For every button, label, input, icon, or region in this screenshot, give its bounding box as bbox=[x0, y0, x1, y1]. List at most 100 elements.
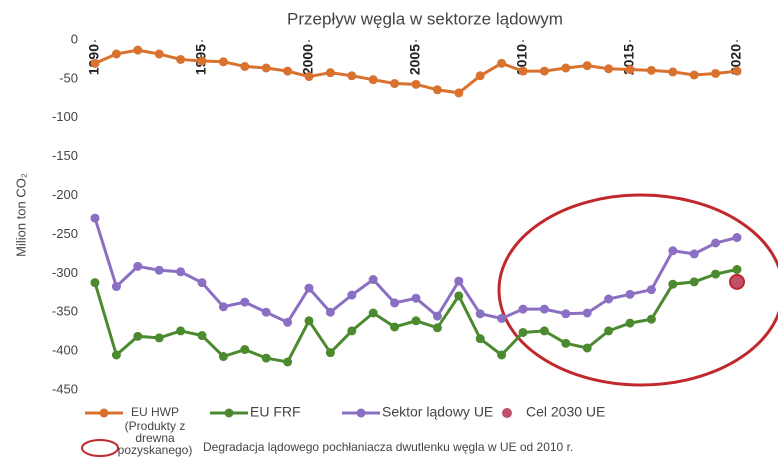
data-point bbox=[475, 309, 485, 319]
data-point bbox=[411, 293, 421, 303]
data-point bbox=[732, 233, 742, 243]
data-point bbox=[732, 264, 742, 274]
data-point bbox=[668, 246, 678, 256]
data-point bbox=[689, 70, 699, 80]
data-point bbox=[561, 309, 571, 319]
data-point bbox=[261, 353, 271, 363]
data-point bbox=[454, 88, 464, 98]
y-tick-label: -350 bbox=[52, 304, 78, 319]
data-point bbox=[711, 68, 721, 78]
legend-note: drewna bbox=[135, 431, 175, 445]
data-point bbox=[582, 61, 592, 71]
legend-marker bbox=[502, 408, 512, 418]
legend-note: pozyskanego) bbox=[118, 443, 193, 457]
data-point bbox=[133, 45, 143, 55]
data-point bbox=[604, 64, 614, 74]
data-point bbox=[133, 261, 143, 271]
x-tick-label: 2005 bbox=[407, 44, 423, 75]
legend-ellipse bbox=[81, 439, 119, 457]
data-point bbox=[711, 238, 721, 248]
legend-label: EU FRF bbox=[250, 404, 301, 420]
data-point bbox=[432, 85, 442, 95]
data-point bbox=[90, 278, 100, 288]
data-point bbox=[497, 58, 507, 68]
data-point bbox=[711, 269, 721, 279]
data-point bbox=[497, 350, 507, 360]
chart-title: Przepływ węgla w sektorze lądowym bbox=[287, 9, 563, 28]
data-point bbox=[625, 65, 635, 75]
data-point bbox=[368, 275, 378, 285]
y-tick-label: -50 bbox=[59, 70, 78, 85]
data-point bbox=[133, 331, 143, 341]
data-point bbox=[325, 307, 335, 317]
data-point bbox=[475, 334, 485, 344]
data-point bbox=[283, 357, 293, 367]
data-point bbox=[604, 326, 614, 336]
legend-marker bbox=[356, 408, 366, 418]
annotation: Degradacja lądowego pochłaniacza dwutlen… bbox=[203, 440, 573, 454]
y-tick-label: -200 bbox=[52, 187, 78, 202]
data-point bbox=[732, 66, 742, 76]
data-point bbox=[518, 327, 528, 337]
x-tick-label: 2000 bbox=[300, 44, 316, 75]
legend-marker bbox=[224, 408, 234, 418]
data-point bbox=[432, 311, 442, 321]
x-tick-label: 2020 bbox=[728, 44, 744, 75]
y-tick-label: -300 bbox=[52, 265, 78, 280]
data-point bbox=[90, 213, 100, 223]
data-point bbox=[561, 338, 571, 348]
data-point bbox=[261, 63, 271, 73]
data-point bbox=[176, 54, 186, 64]
data-point bbox=[411, 79, 421, 89]
data-point bbox=[218, 302, 228, 312]
data-point bbox=[497, 313, 507, 323]
y-tick-label: -250 bbox=[52, 226, 78, 241]
x-tick-label: 2010 bbox=[514, 44, 530, 75]
data-point bbox=[432, 323, 442, 333]
data-point bbox=[646, 285, 656, 295]
data-point bbox=[154, 265, 164, 275]
data-point bbox=[539, 326, 549, 336]
data-point bbox=[218, 57, 228, 67]
data-point bbox=[111, 350, 121, 360]
data-point bbox=[176, 326, 186, 336]
data-point bbox=[539, 66, 549, 76]
data-point bbox=[304, 283, 314, 293]
data-point bbox=[582, 308, 592, 318]
series-line bbox=[93, 217, 738, 325]
data-point bbox=[218, 352, 228, 362]
data-point bbox=[90, 58, 100, 68]
legend-label: Cel 2030 UE bbox=[526, 404, 605, 420]
data-point bbox=[390, 298, 400, 308]
data-point bbox=[582, 343, 592, 353]
y-axis-label: Milion ton CO₂ bbox=[13, 173, 28, 257]
data-point bbox=[368, 308, 378, 318]
data-point bbox=[304, 316, 314, 326]
data-point bbox=[325, 68, 335, 78]
data-point bbox=[347, 71, 357, 81]
data-point bbox=[154, 49, 164, 59]
legend-note: (Produkty z bbox=[125, 419, 186, 433]
data-point bbox=[240, 297, 250, 307]
highlight-ellipse bbox=[497, 193, 778, 387]
data-point bbox=[304, 72, 314, 82]
legend-marker bbox=[99, 408, 109, 418]
y-tick-label: -450 bbox=[52, 381, 78, 396]
data-point bbox=[454, 291, 464, 301]
data-point bbox=[625, 318, 635, 328]
y-tick-label: -100 bbox=[52, 109, 78, 124]
y-tick-label: -150 bbox=[52, 148, 78, 163]
data-point bbox=[347, 290, 357, 300]
data-point bbox=[604, 294, 614, 304]
series-line bbox=[93, 267, 738, 364]
data-point bbox=[561, 63, 571, 73]
data-point bbox=[111, 282, 121, 292]
legend-label: EU HWP bbox=[131, 405, 179, 419]
data-point bbox=[668, 279, 678, 289]
y-tick-label: 0 bbox=[71, 31, 78, 46]
data-point bbox=[283, 317, 293, 327]
data-point bbox=[347, 326, 357, 336]
y-tick-label: -400 bbox=[52, 343, 78, 358]
data-point bbox=[625, 289, 635, 299]
